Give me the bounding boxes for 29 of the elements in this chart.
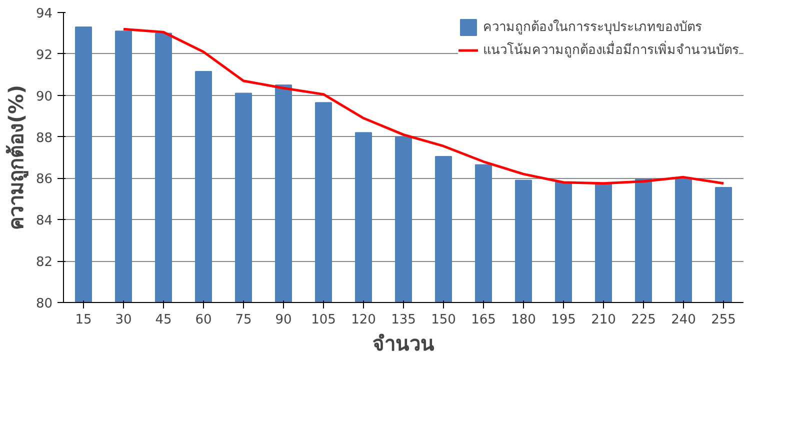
y-tick-label: 82 (36, 255, 53, 270)
x-tick-label: 105 (311, 312, 336, 328)
x-tick-label: 30 (115, 312, 132, 328)
y-tick-label: 90 (36, 89, 53, 104)
y-axis-title: ความถูกต้อง(%) (4, 84, 30, 230)
legend-label: แนวโน้มความถูกต้องเมื่อมีการเพิ่มจำนวนบัตร (483, 40, 739, 60)
x-tick-label: 225 (631, 312, 656, 328)
x-tick-label: 150 (431, 312, 456, 328)
x-tick-label: 195 (551, 312, 576, 328)
x-tick-label: 210 (591, 312, 616, 328)
x-tick-label: 255 (711, 312, 736, 328)
x-axis-title: จำนวน (372, 332, 434, 356)
x-tick-label: 165 (471, 312, 496, 328)
x-tick-label: 120 (351, 312, 376, 328)
x-tick-label: 90 (275, 312, 292, 328)
x-tick-label: 45 (155, 312, 172, 328)
y-tick-label: 84 (36, 214, 53, 229)
x-tick-label: 180 (511, 312, 536, 328)
y-tick-label: 94 (36, 6, 53, 22)
x-tick-label: 60 (195, 312, 212, 328)
x-tick-label: 75 (235, 312, 252, 328)
x-tick-label: 15 (75, 312, 92, 328)
y-tick-label: 92 (36, 48, 53, 63)
legend-label: ความถูกต้องในการระบุประเภทของบัตร (483, 18, 702, 37)
y-tick-label: 80 (36, 296, 53, 312)
x-tick-label: 135 (391, 312, 416, 328)
y-tick-label: 88 (36, 130, 53, 146)
x-tick-label: 240 (671, 312, 696, 328)
y-tick-label: 86 (36, 172, 53, 188)
